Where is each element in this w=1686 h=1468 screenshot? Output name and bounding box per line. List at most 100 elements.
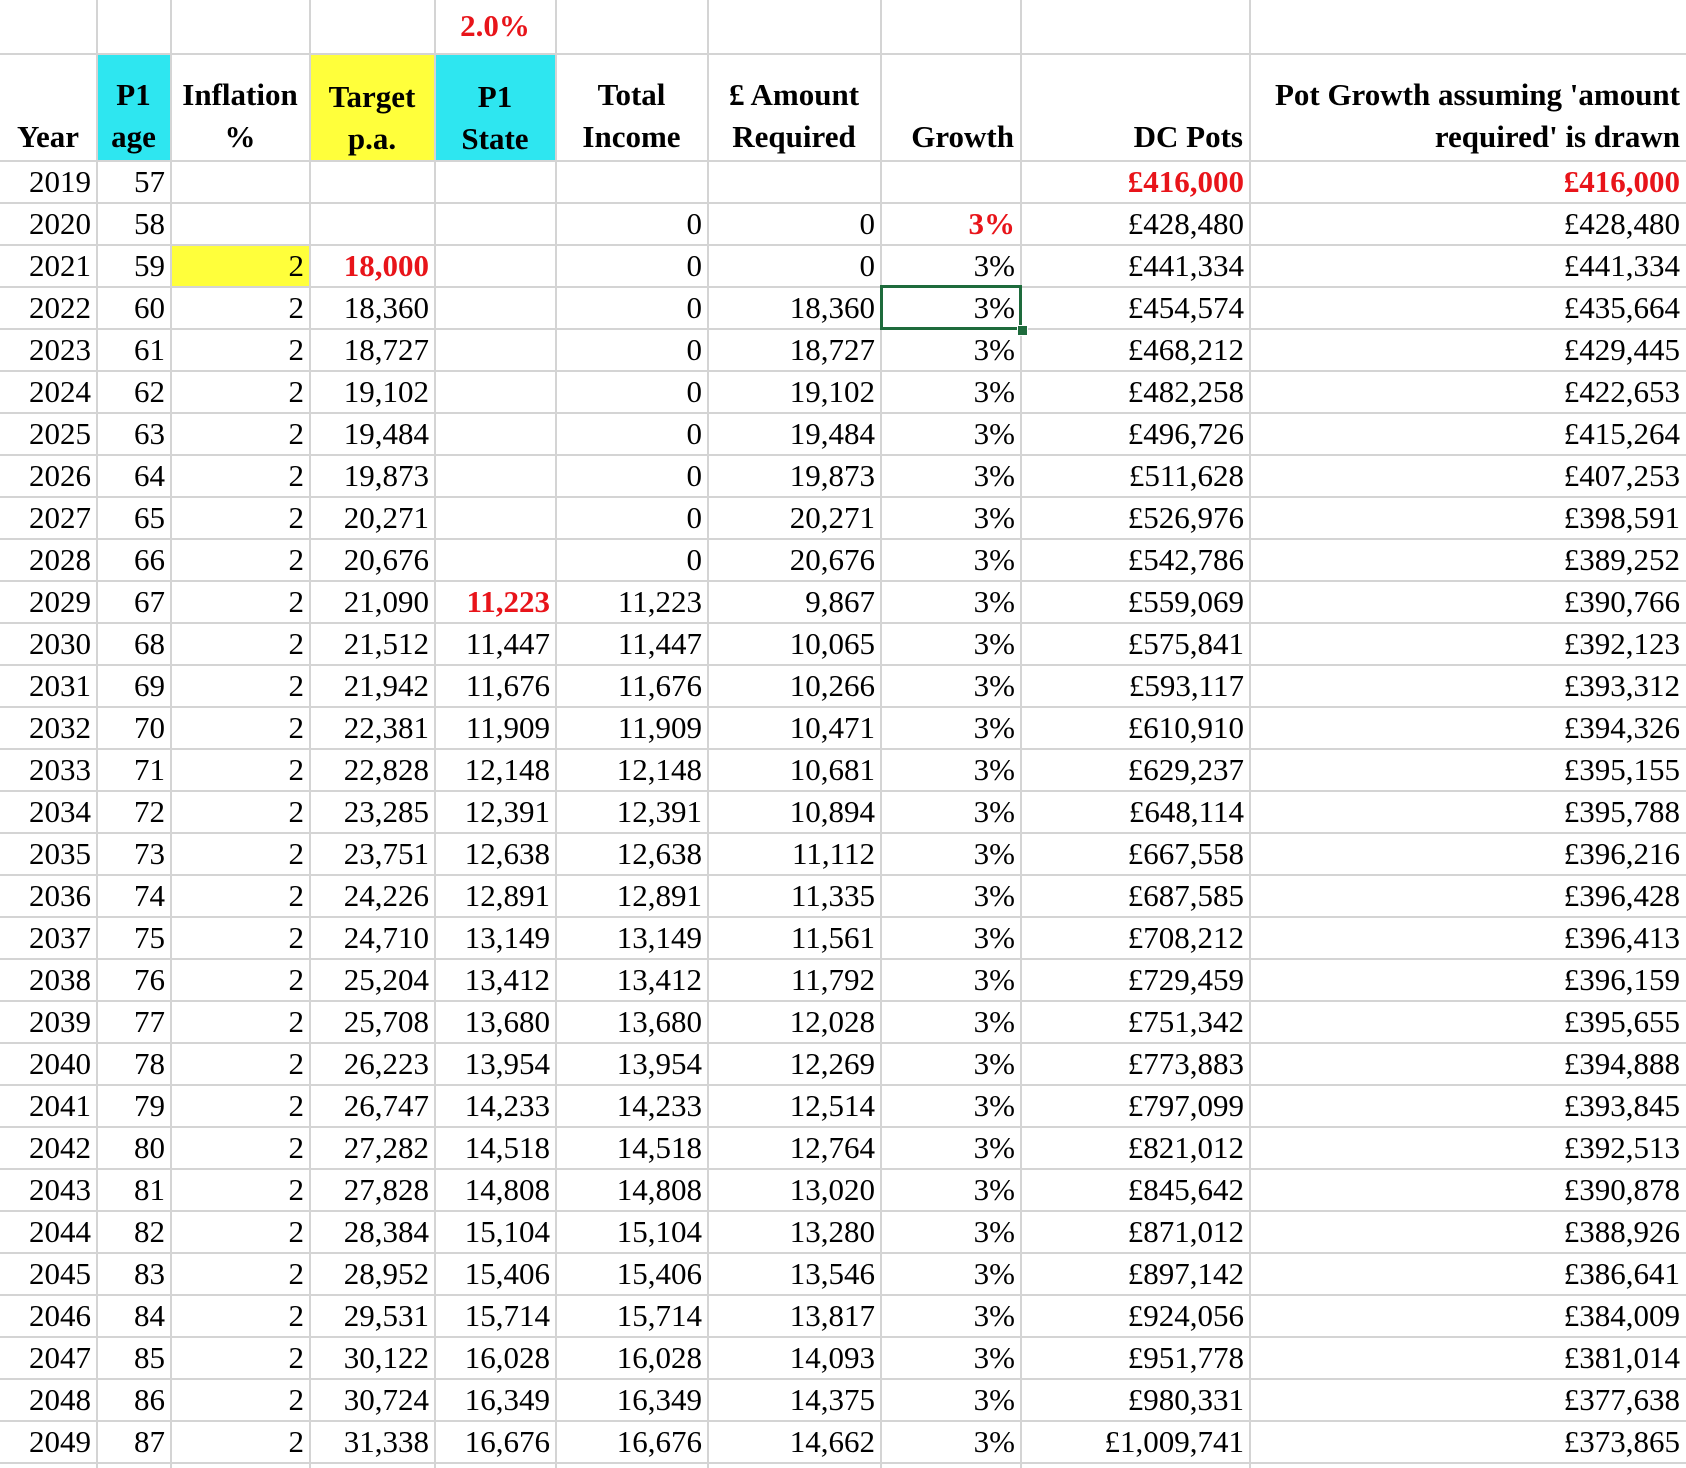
cell-inflation[interactable]: 2: [288, 458, 305, 493]
cell-pot-growth[interactable]: £377,638: [1563, 1382, 1680, 1417]
cell-p1-state[interactable]: [435, 203, 556, 245]
cell-growth[interactable]: 3%: [973, 1340, 1015, 1375]
cell-dc-pots[interactable]: £629,237: [1127, 752, 1244, 787]
header-p1-state[interactable]: P1 State: [435, 54, 555, 160]
cell-dc-pots[interactable]: £667,558: [1127, 836, 1244, 871]
cell-growth[interactable]: 3%: [973, 542, 1015, 577]
cell-p1-age[interactable]: 59: [134, 248, 165, 283]
cell-year[interactable]: 2019: [29, 164, 91, 199]
cell-pot-growth[interactable]: £416,000: [1563, 164, 1680, 199]
cell-inflation[interactable]: [171, 161, 310, 203]
cell-amount-required[interactable]: 11,112: [792, 836, 875, 871]
cell-year[interactable]: 2041: [29, 1088, 91, 1123]
cell-target[interactable]: 20,676: [343, 542, 429, 577]
cell-total-income[interactable]: 12,891: [616, 878, 702, 913]
cell-dc-pots[interactable]: £1,009,741: [1104, 1424, 1245, 1459]
cell-pot-growth[interactable]: £392,513: [1563, 1130, 1680, 1165]
cell-amount-required[interactable]: 10,471: [789, 710, 875, 745]
cell-growth[interactable]: 3%: [973, 458, 1015, 493]
cell-growth[interactable]: 3%: [973, 1004, 1015, 1039]
cell-year[interactable]: 2042: [29, 1130, 91, 1165]
cell-p1-age[interactable]: 73: [134, 836, 165, 871]
cell-growth[interactable]: 3%: [973, 920, 1015, 955]
cell-amount-required[interactable]: 0: [859, 248, 876, 283]
cell-inflation[interactable]: 2: [288, 1088, 305, 1123]
cell-year[interactable]: 2037: [29, 920, 91, 955]
cell-p1-age[interactable]: 75: [134, 920, 165, 955]
cell-total-income[interactable]: 0: [686, 458, 703, 493]
cell-total-income[interactable]: 13,954: [616, 1046, 702, 1081]
cell-target[interactable]: 18,727: [343, 332, 429, 367]
cell-p1-age[interactable]: 85: [134, 1340, 165, 1375]
cell-p1-age[interactable]: 79: [134, 1088, 165, 1123]
cell-target[interactable]: 25,204: [343, 962, 429, 997]
cell-amount-required[interactable]: 18,360: [789, 290, 875, 325]
cell-amount-required[interactable]: 11,335: [790, 878, 875, 913]
cell-p1-state[interactable]: 11,447: [465, 626, 550, 661]
cell-inflation[interactable]: 2: [288, 416, 305, 451]
cell-inflation[interactable]: 2: [288, 794, 305, 829]
cell-p1-state[interactable]: 12,391: [464, 794, 550, 829]
cell-pot-growth[interactable]: £394,888: [1563, 1046, 1680, 1081]
cell-pot-growth[interactable]: £395,788: [1563, 794, 1680, 829]
cell-dc-pots[interactable]: £729,459: [1127, 962, 1244, 997]
cell-total-income[interactable]: 14,808: [616, 1172, 702, 1207]
cell-year[interactable]: 2036: [29, 878, 91, 913]
cell-inflation[interactable]: 2: [288, 962, 305, 997]
cell-year[interactable]: 2026: [29, 458, 91, 493]
cell-p1-state[interactable]: 11,676: [465, 668, 550, 703]
cell-p1-state[interactable]: 15,104: [464, 1214, 550, 1249]
cell-target[interactable]: 22,828: [343, 752, 429, 787]
cell-growth[interactable]: 3%: [968, 206, 1016, 241]
cell-pot-growth[interactable]: £393,312: [1563, 668, 1680, 703]
cell-amount-required[interactable]: 19,873: [789, 458, 875, 493]
cell-growth[interactable]: 3%: [973, 500, 1015, 535]
cell-inflation[interactable]: 2: [288, 1130, 305, 1165]
cell-total-income[interactable]: 15,406: [616, 1256, 702, 1291]
cell-target[interactable]: 19,484: [343, 416, 429, 451]
cell-year[interactable]: 2021: [29, 248, 91, 283]
cell-target[interactable]: 23,751: [343, 836, 429, 871]
cell-year[interactable]: 2033: [29, 752, 91, 787]
cell-p1-state[interactable]: 14,808: [464, 1172, 550, 1207]
cell-p1-state[interactable]: [435, 371, 556, 413]
cell-total-income[interactable]: 13,680: [616, 1004, 702, 1039]
cell-pot-growth[interactable]: £373,865: [1563, 1424, 1680, 1459]
cell-p1-age[interactable]: 77: [134, 1004, 165, 1039]
cell-growth[interactable]: 3%: [973, 626, 1015, 661]
cell-p1-state[interactable]: 12,148: [464, 752, 550, 787]
cell-growth[interactable]: 3%: [973, 1130, 1015, 1165]
header-inflation[interactable]: Inflation %: [171, 54, 309, 160]
cell-p1-age[interactable]: 84: [134, 1298, 165, 1333]
cell-amount-required[interactable]: 11,792: [790, 962, 875, 997]
cell-dc-pots[interactable]: £924,056: [1127, 1298, 1244, 1333]
cell-p1-state[interactable]: [435, 455, 556, 497]
cell-dc-pots[interactable]: £575,841: [1127, 626, 1244, 661]
cell-p1-age[interactable]: 87: [134, 1424, 165, 1459]
cell-dc-pots[interactable]: £428,480: [1127, 206, 1244, 241]
cell-target[interactable]: [310, 161, 435, 203]
cell-target[interactable]: 20,271: [343, 500, 429, 535]
cell-total-income[interactable]: 12,391: [616, 794, 702, 829]
cell-inflation[interactable]: 2: [288, 1256, 305, 1291]
cell-target[interactable]: 27,282: [343, 1130, 429, 1165]
cell-inflation[interactable]: 2: [288, 1172, 305, 1207]
cell-growth[interactable]: 3%: [973, 1256, 1015, 1291]
cell-total-income[interactable]: 13,412: [616, 962, 702, 997]
cell-dc-pots[interactable]: £845,642: [1127, 1172, 1244, 1207]
cell-dc-pots[interactable]: £708,212: [1127, 920, 1244, 955]
cell-growth[interactable]: 3%: [973, 1424, 1015, 1459]
cell-amount-required[interactable]: 14,375: [789, 1382, 875, 1417]
cell-target[interactable]: 25,708: [343, 1004, 429, 1039]
cell-year[interactable]: 2048: [29, 1382, 91, 1417]
cell-amount-required[interactable]: 12,764: [789, 1130, 875, 1165]
cell-target[interactable]: 19,873: [343, 458, 429, 493]
cell-year[interactable]: 2038: [29, 962, 91, 997]
cell-p1-state[interactable]: 12,638: [464, 836, 550, 871]
cell-pot-growth[interactable]: £428,480: [1563, 206, 1680, 241]
cell-amount-required[interactable]: 13,280: [789, 1214, 875, 1249]
cell-inflation[interactable]: 2: [288, 920, 305, 955]
cell-total-income[interactable]: 12,638: [616, 836, 702, 871]
cell-p1-age[interactable]: 62: [134, 374, 165, 409]
cell-target[interactable]: 30,724: [343, 1382, 429, 1417]
